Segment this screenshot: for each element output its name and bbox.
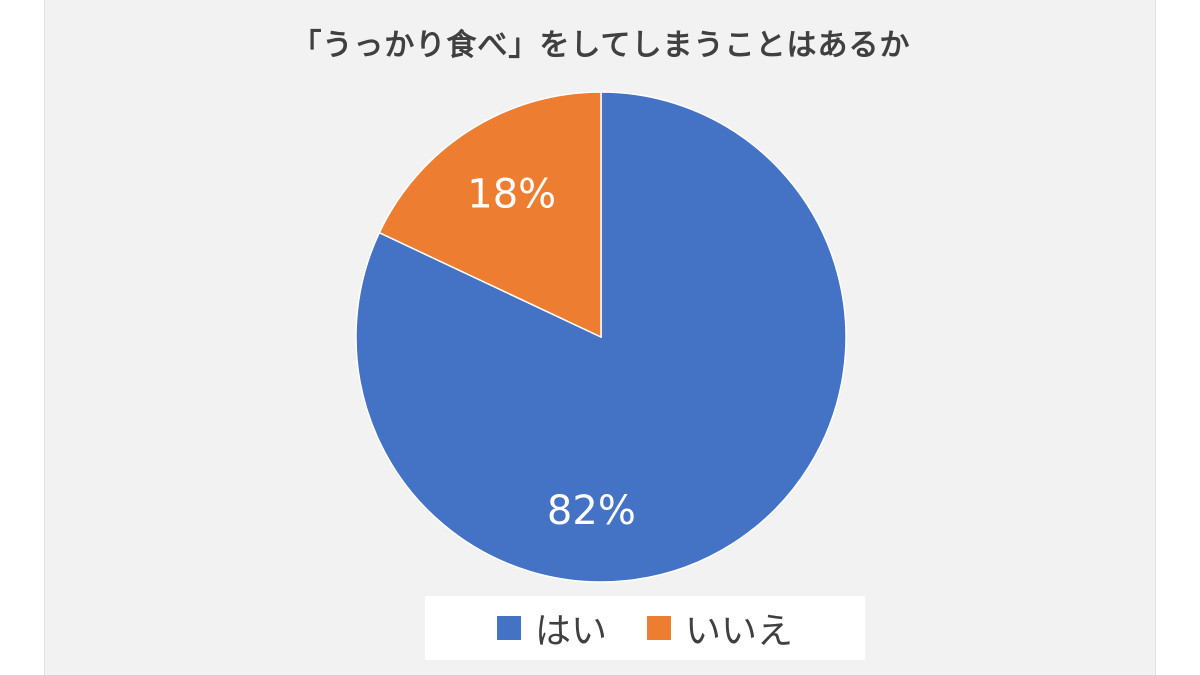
pie-chart: 82% 18% [355,91,847,583]
legend-swatch-yes [496,616,521,640]
legend-label-yes: はい [534,611,607,652]
legend: はい いいえ [425,596,865,660]
chart-area: 「うっかり食べ」をしてしまうことはあるか 82% 18% はい いいえ [44,0,1156,675]
pie-slice-no [378,91,602,339]
legend-label-no: いいえ [685,611,794,652]
data-label-no: 18% [467,171,556,217]
data-label-yes: 82% [547,488,636,534]
legend-swatch-no [647,616,671,640]
legend-item-no: いいえ [647,602,793,654]
legend-item-yes: はい [496,602,607,654]
chart-title: 「うっかり食べ」をしてしまうことはあるか [291,28,911,63]
